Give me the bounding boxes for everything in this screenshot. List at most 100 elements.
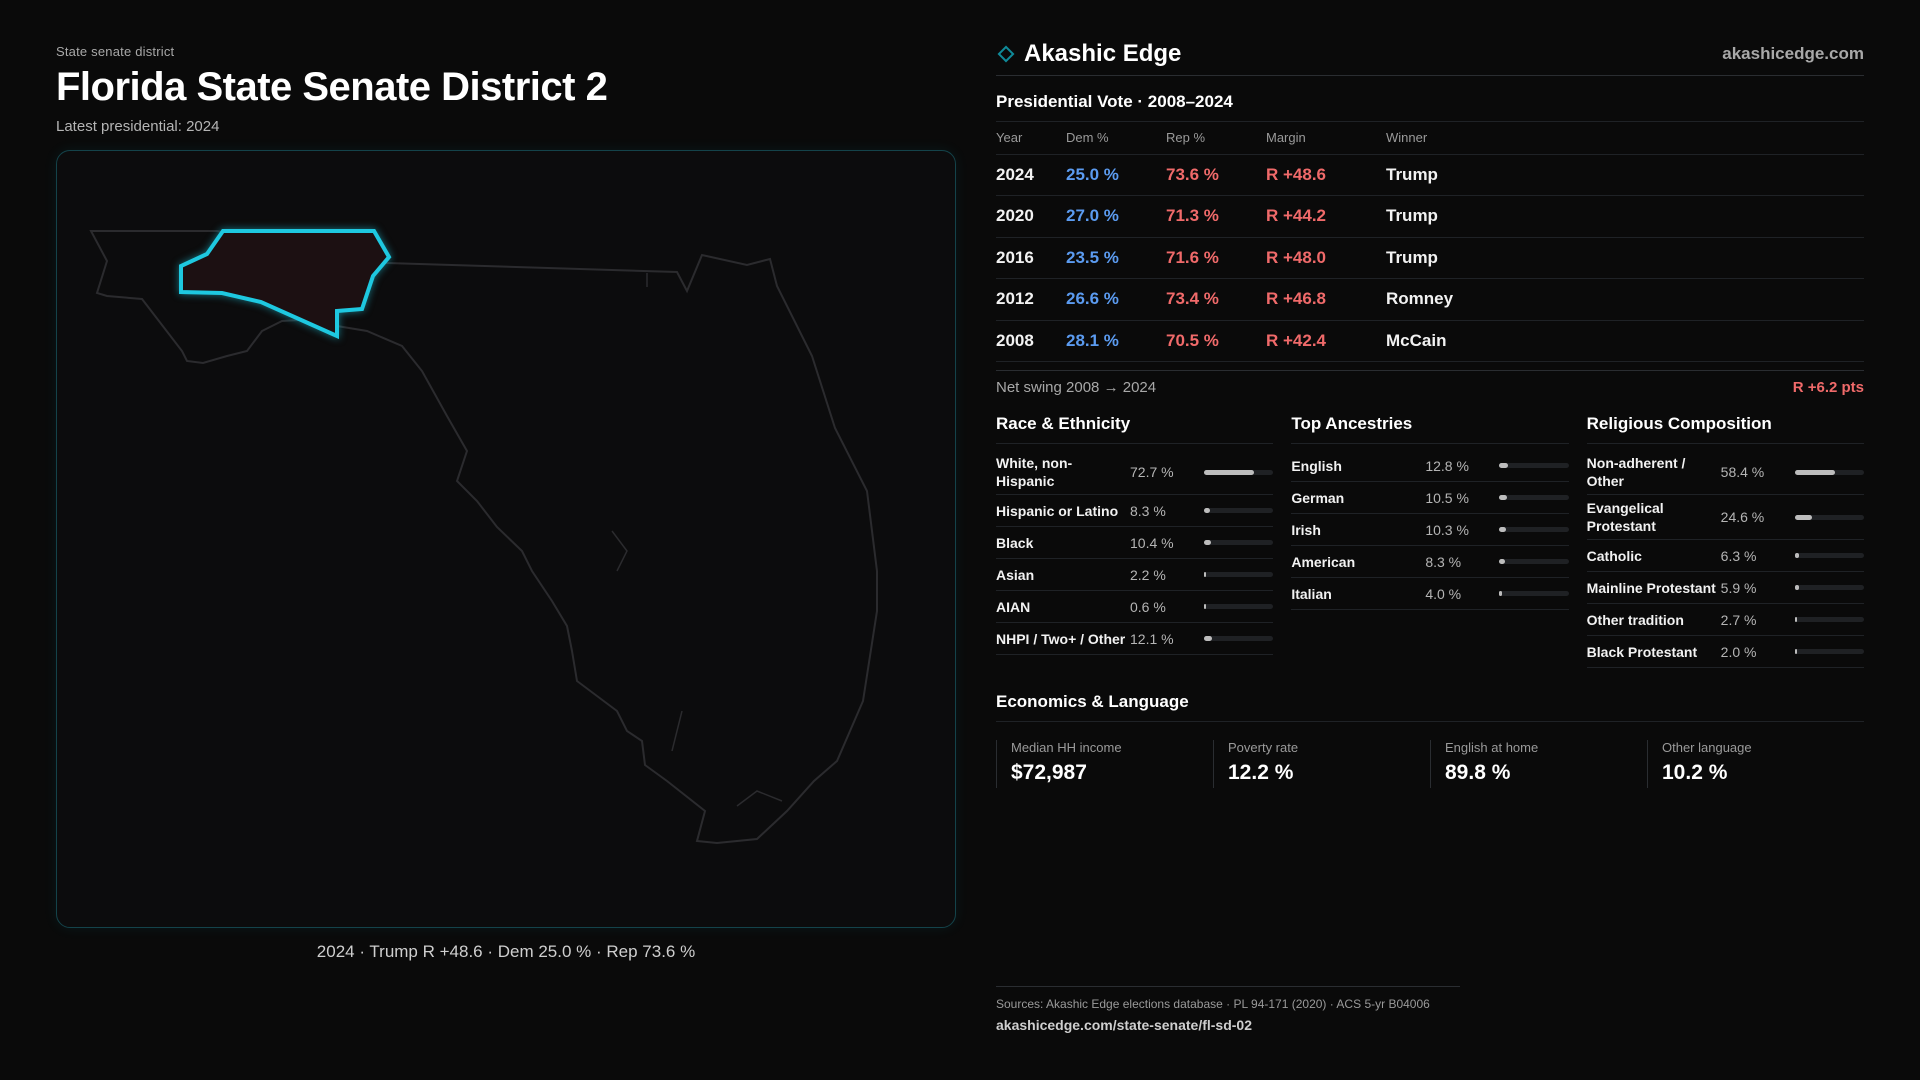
sources-footer: Sources: Akashic Edge elections database… xyxy=(996,986,1460,1033)
district-2-shape[interactable] xyxy=(179,229,392,340)
stat-english-at-home: English at home 89.8 % xyxy=(1430,740,1647,788)
ancestry-value: 4.0 % xyxy=(1425,585,1462,602)
column-header-dem: Dem % xyxy=(1066,122,1166,155)
race-row: Asian 2.2 % xyxy=(996,559,1274,591)
source-link[interactable]: akashicedge.com/state-senate/fl-sd-02 xyxy=(996,1017,1252,1033)
religion-bar xyxy=(1794,649,1864,654)
table-row: 2024 25.0 % 73.6 % R +48.6 Trump xyxy=(996,154,1864,196)
cell-dem: 26.6 % xyxy=(1066,278,1166,321)
brand-bar: Akashic Edge akashicedge.com xyxy=(996,40,1864,76)
ancestry-bar-fill xyxy=(1499,495,1507,500)
net-swing: Net swing 2008 → 2024 R +6.2 pts xyxy=(996,370,1864,404)
religion-bar xyxy=(1794,585,1864,590)
table-header-row: Year Dem % Rep % Margin Winner xyxy=(996,122,1864,155)
cell-margin: R +42.4 xyxy=(1266,320,1386,362)
religion-row: Black Protestant 2.0 % xyxy=(1586,636,1864,668)
ancestry-bar xyxy=(1499,591,1569,596)
race-row: White, non-Hispanic 72.7 % xyxy=(996,450,1274,495)
race-value: 10.4 % xyxy=(1130,534,1174,551)
stat-label: English at home xyxy=(1445,740,1539,755)
religion-value: 2.7 % xyxy=(1720,611,1757,628)
race-value: 8.3 % xyxy=(1130,502,1166,519)
cell-margin: R +44.2 xyxy=(1266,195,1386,238)
religion-row: Mainline Protestant 5.9 % xyxy=(1586,572,1864,604)
column-header-year: Year xyxy=(996,122,1066,155)
religion-label: Non-adherent / Other xyxy=(1586,455,1686,489)
cell-year: 2020 xyxy=(996,195,1066,238)
cell-year: 2012 xyxy=(996,278,1066,321)
religion-row: Catholic 6.3 % xyxy=(1586,540,1864,572)
cell-margin: R +48.0 xyxy=(1266,237,1386,279)
cell-rep: 73.4 % xyxy=(1166,278,1266,321)
table-row: 2008 28.1 % 70.5 % R +42.4 McCain xyxy=(996,320,1864,362)
race-value: 2.2 % xyxy=(1130,566,1166,583)
cell-rep: 71.3 % xyxy=(1166,195,1266,238)
race-bar xyxy=(1204,540,1274,545)
cell-margin: R +46.8 xyxy=(1266,278,1386,321)
race-title: Race & Ethnicity xyxy=(996,414,1274,444)
ancestry-bar xyxy=(1499,527,1569,532)
cell-dem: 27.0 % xyxy=(1066,195,1166,238)
race-row: NHPI / Two+ / Other 12.1 % xyxy=(996,623,1274,655)
ancestry-title: Top Ancestries xyxy=(1291,414,1569,444)
district-map[interactable] xyxy=(56,150,956,928)
race-bar xyxy=(1204,604,1274,609)
race-label: Black xyxy=(996,534,1034,551)
ancestry-label: Italian xyxy=(1291,585,1332,602)
brand-name: Akashic Edge xyxy=(1024,39,1182,67)
race-row: Black 10.4 % xyxy=(996,527,1274,559)
religion-label: Catholic xyxy=(1586,547,1642,564)
religion-bar-fill xyxy=(1794,585,1799,590)
ancestry-bar-fill xyxy=(1499,559,1506,564)
cell-dem: 25.0 % xyxy=(1066,154,1166,196)
religion-value: 6.3 % xyxy=(1720,547,1757,564)
table-row: 2012 26.6 % 73.4 % R +46.8 Romney xyxy=(996,278,1864,321)
religion-row: Other tradition 2.7 % xyxy=(1586,604,1864,636)
brand-url[interactable]: akashicedge.com xyxy=(1722,43,1864,63)
cell-year: 2008 xyxy=(996,320,1066,362)
ancestry-value: 10.5 % xyxy=(1425,489,1469,506)
cell-year: 2016 xyxy=(996,237,1066,279)
cell-winner: Trump xyxy=(1386,237,1864,279)
race-label: Asian xyxy=(996,566,1035,583)
cell-margin: R +48.6 xyxy=(1266,154,1386,196)
race-label: NHPI / Two+ / Other xyxy=(996,630,1126,647)
cell-winner: McCain xyxy=(1386,320,1864,362)
race-bar-fill xyxy=(1204,636,1213,641)
ancestry-row: German 10.5 % xyxy=(1291,482,1569,514)
race-row: Hispanic or Latino 8.3 % xyxy=(996,495,1274,527)
economics-stats: Median HH income $72,987 Poverty rate 12… xyxy=(996,740,1864,788)
stat-poverty-rate: Poverty rate 12.2 % xyxy=(1213,740,1430,788)
presidential-title: Presidential Vote · 2008–2024 xyxy=(996,92,1864,122)
race-bar-fill xyxy=(1204,572,1206,577)
race-bar-fill xyxy=(1204,469,1255,475)
race-row: AIAN 0.6 % xyxy=(996,591,1274,623)
religion-value: 24.6 % xyxy=(1720,509,1765,525)
table-row: 2020 27.0 % 71.3 % R +44.2 Trump xyxy=(996,195,1864,238)
cell-dem: 23.5 % xyxy=(1066,237,1166,279)
page-subtitle: Latest presidential: 2024 xyxy=(56,118,220,135)
religion-value: 5.9 % xyxy=(1720,579,1757,596)
presidential-table: Year Dem % Rep % Margin Winner 2024 25.0… xyxy=(996,122,1864,362)
cell-rep: 71.6 % xyxy=(1166,237,1266,279)
religion-row: Evangelical Protestant 24.6 % xyxy=(1586,495,1864,540)
column-header-rep: Rep % xyxy=(1166,122,1266,155)
ancestry-bar xyxy=(1499,463,1569,468)
brand[interactable]: Akashic Edge xyxy=(996,40,1181,68)
ancestry-label: American xyxy=(1291,553,1356,570)
coast-detail xyxy=(611,530,783,807)
stat-value: 12.2 % xyxy=(1228,761,1294,784)
religion-bar xyxy=(1794,553,1864,558)
details-panel: Akashic Edge akashicedge.com Presidentia… xyxy=(996,40,1864,788)
cell-rep: 70.5 % xyxy=(1166,320,1266,362)
cell-rep: 73.6 % xyxy=(1166,154,1266,196)
demographics: Race & Ethnicity White, non-Hispanic 72.7… xyxy=(996,414,1864,668)
religion-label: Mainline Protestant xyxy=(1586,579,1716,596)
eyebrow: State senate district xyxy=(56,44,175,59)
religion-value: 58.4 % xyxy=(1720,464,1765,480)
ancestry-section: Top Ancestries English 12.8 % German 10.5 %… xyxy=(1291,414,1569,668)
ancestry-label: German xyxy=(1291,489,1345,506)
map-caption: 2024 · Trump R +48.6 · Dem 25.0 % · Rep … xyxy=(316,942,696,961)
religion-bar xyxy=(1794,514,1864,520)
ancestry-bar-fill xyxy=(1499,527,1507,532)
